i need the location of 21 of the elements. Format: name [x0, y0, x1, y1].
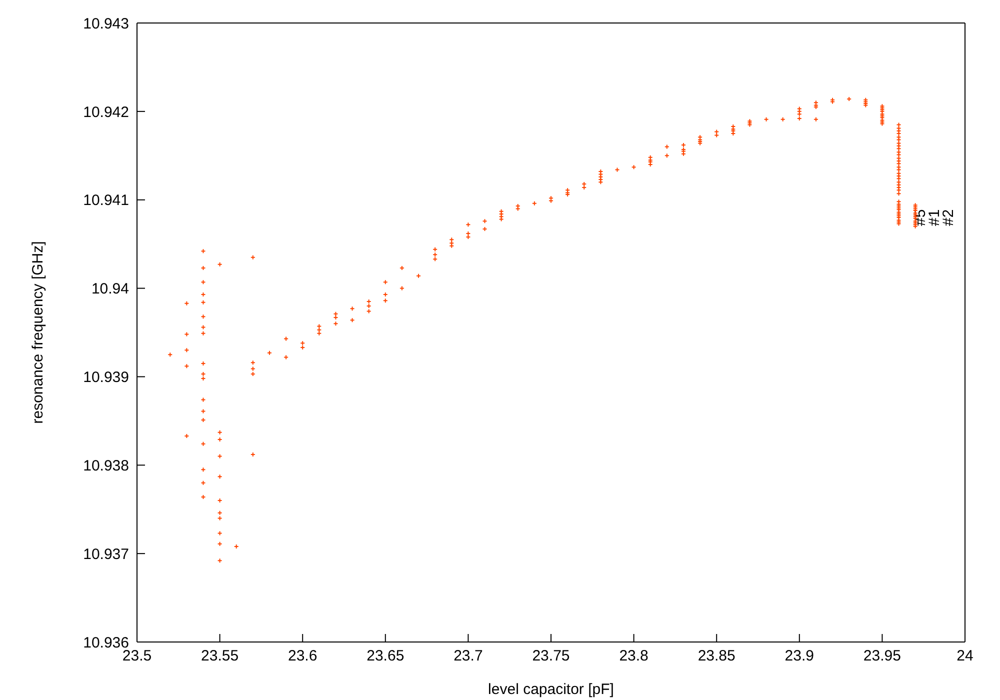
- annotation: #1: [926, 208, 943, 226]
- x-tick-label: 23.75: [532, 648, 570, 665]
- x-tick-label: 23.95: [863, 648, 901, 665]
- y-tick-label: 10.942: [83, 104, 129, 121]
- y-tick-label: 10.94: [91, 280, 129, 298]
- x-tick-label: 23.65: [366, 648, 404, 665]
- y-tick-label: 10.939: [83, 369, 129, 386]
- y-tick-label: 10.943: [83, 15, 129, 32]
- y-axis-title: resonance frequency [GHz]: [29, 241, 46, 424]
- y-tick-label: 10.937: [83, 546, 129, 563]
- x-tick-label: 23.9: [784, 648, 814, 665]
- x-axis-title: level capacitor [pF]: [488, 681, 614, 698]
- x-tick-label: 23.8: [619, 648, 648, 665]
- x-tick-label: 23.7: [454, 648, 483, 665]
- y-tick-label: 10.938: [83, 457, 129, 474]
- x-tick-label: 23.85: [698, 648, 736, 665]
- x-tick-label: 23.55: [201, 648, 239, 665]
- annotation: #2: [940, 208, 957, 226]
- x-tick-label: 23.6: [288, 648, 318, 665]
- x-tick-label: 24: [956, 648, 974, 665]
- y-tick-label: 10.941: [83, 192, 129, 210]
